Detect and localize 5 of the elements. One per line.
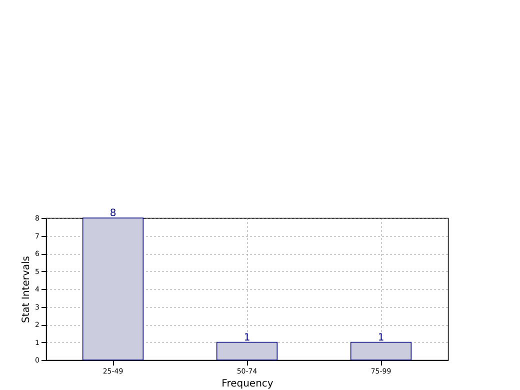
data-label: 8 <box>110 208 116 219</box>
data-label: 1 <box>244 332 250 344</box>
data-label: 1 <box>378 332 384 344</box>
y-axis-title: Stat Intervals <box>21 256 32 324</box>
x-axis-title: Frequency <box>222 378 274 390</box>
